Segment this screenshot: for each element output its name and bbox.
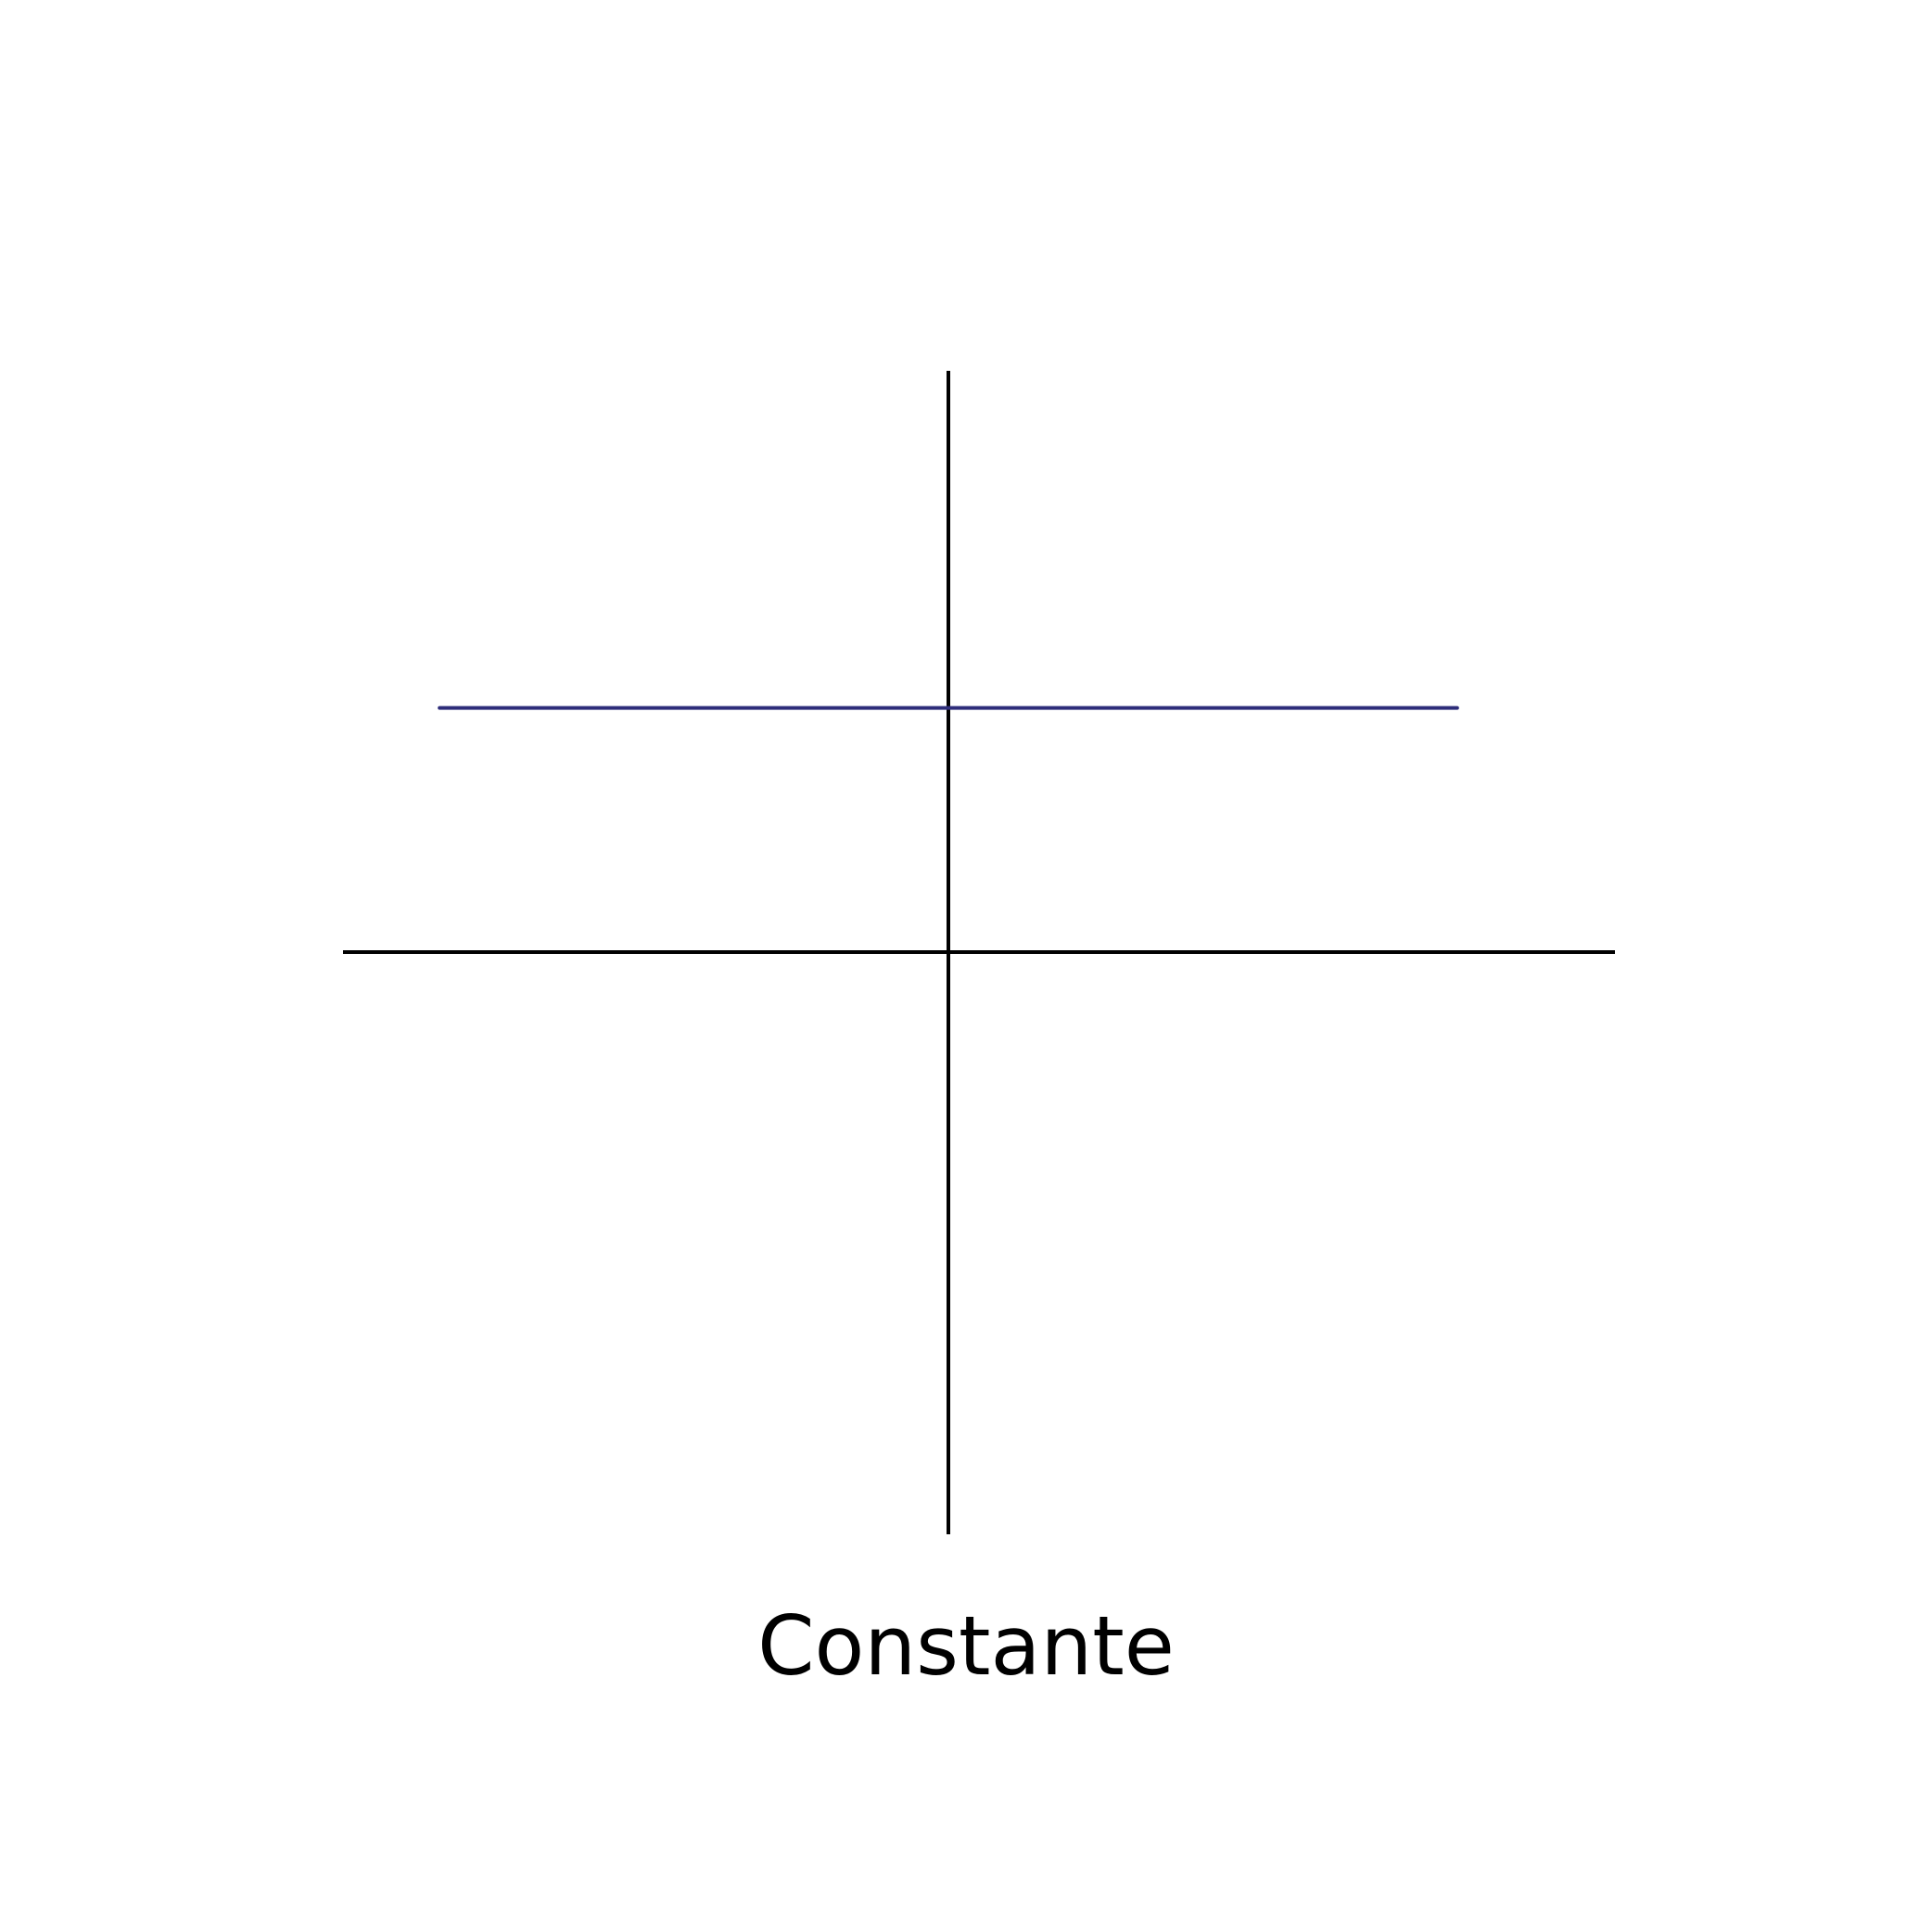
diagram-caption: Constante bbox=[757, 1598, 1175, 1694]
